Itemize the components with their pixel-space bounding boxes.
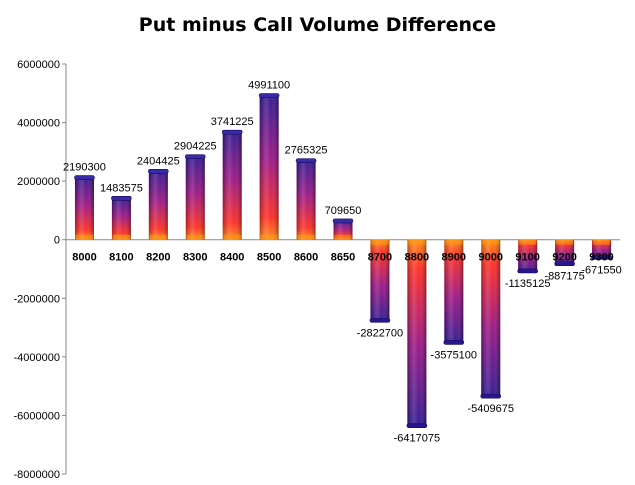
x-tick-label: 8900 xyxy=(442,252,466,264)
data-label: 4991100 xyxy=(248,80,290,92)
bar xyxy=(591,239,612,260)
x-tick-label: 9000 xyxy=(478,252,502,264)
bar xyxy=(554,239,575,266)
bar xyxy=(369,239,391,323)
y-tick-label: 0 xyxy=(54,235,60,247)
bar-cap xyxy=(406,423,428,428)
bar xyxy=(148,168,169,240)
bar-cap xyxy=(517,268,538,274)
bar xyxy=(295,158,317,240)
data-label: -671550 xyxy=(581,264,621,276)
bar-cap xyxy=(221,129,243,135)
bar-cap xyxy=(591,255,612,260)
bar xyxy=(443,239,465,345)
bar-cap xyxy=(480,393,502,399)
bar-glow xyxy=(112,234,130,240)
x-tick-label: 8700 xyxy=(368,252,392,264)
bar-cap xyxy=(295,158,317,164)
bar-glow xyxy=(334,234,352,240)
data-label: -6417075 xyxy=(394,433,441,445)
bar-shade xyxy=(407,239,427,428)
bar-cap xyxy=(443,340,465,345)
data-label: -1135125 xyxy=(505,278,551,290)
x-tick-label: 8300 xyxy=(183,252,207,264)
x-tick-label: 8500 xyxy=(257,252,281,264)
bar xyxy=(517,239,538,274)
bar-glow xyxy=(260,234,278,240)
data-label: 709650 xyxy=(325,205,362,217)
bar-shade xyxy=(222,130,242,240)
bar-glow xyxy=(519,239,537,245)
bar-cap xyxy=(258,93,280,98)
x-tick-label: 8000 xyxy=(72,252,96,264)
bar-cap xyxy=(184,154,206,159)
bar-shade xyxy=(74,175,94,240)
x-tick-label: 8100 xyxy=(109,252,133,264)
bar-glow xyxy=(371,239,389,245)
x-tick-label: 9100 xyxy=(515,252,539,264)
data-label: -5409675 xyxy=(467,403,514,415)
y-tick-label: -2000000 xyxy=(14,293,61,305)
bar xyxy=(184,154,206,240)
y-tick-label: -8000000 xyxy=(14,469,61,481)
bar-shade xyxy=(555,239,575,266)
bar xyxy=(406,239,428,428)
data-label: -887175 xyxy=(544,271,584,283)
bar-shade xyxy=(444,239,464,345)
x-tick-label: 8200 xyxy=(146,252,170,264)
bar-glow xyxy=(445,239,463,245)
bar xyxy=(332,218,354,240)
bar-shade xyxy=(370,239,390,323)
bar-glow xyxy=(482,239,500,245)
bar-shade xyxy=(333,218,353,240)
bar-cap xyxy=(74,175,95,180)
bar-shade xyxy=(185,154,205,240)
bar xyxy=(480,239,502,399)
data-label: 2404425 xyxy=(137,155,180,167)
data-label: 1483575 xyxy=(100,182,143,194)
data-label: -2822700 xyxy=(357,327,404,339)
bar-shade xyxy=(148,169,168,240)
x-tick-label: 9200 xyxy=(552,252,576,264)
chart-title: Put minus Call Volume Difference xyxy=(138,14,497,36)
bar-shade xyxy=(296,158,316,240)
bar-glow xyxy=(556,239,574,245)
bar-cap xyxy=(369,318,391,323)
y-tick-label: 4000000 xyxy=(17,118,60,130)
bar-cap xyxy=(332,218,354,224)
bar-cap xyxy=(554,261,575,266)
bar-glow xyxy=(408,239,426,245)
bar-glow xyxy=(223,234,241,240)
bar-shade xyxy=(518,239,538,273)
data-label: 2904225 xyxy=(174,141,217,153)
bar-glow xyxy=(75,234,93,240)
y-tick-label: 2000000 xyxy=(17,176,60,188)
bar-glow xyxy=(186,234,204,240)
bar-cap xyxy=(111,195,132,201)
y-tick-label: -4000000 xyxy=(14,352,61,364)
y-tick-label: 6000000 xyxy=(17,59,60,71)
bar-cap xyxy=(148,168,169,174)
bar-shade xyxy=(259,93,279,240)
x-tick-label: 8600 xyxy=(294,252,318,264)
bar xyxy=(111,195,132,240)
x-tick-label: 9300 xyxy=(589,252,613,264)
bar xyxy=(221,129,243,240)
bar-shade xyxy=(111,196,131,240)
bar-glow xyxy=(297,234,315,240)
x-tick-label: 8650 xyxy=(331,252,355,264)
data-label: 2765325 xyxy=(285,145,328,157)
x-tick-label: 8800 xyxy=(405,252,429,264)
data-label: 3741225 xyxy=(211,116,254,128)
data-label: 2190300 xyxy=(63,162,106,174)
data-label: -3575100 xyxy=(431,349,478,361)
bar-shade xyxy=(481,239,501,399)
bar-glow xyxy=(149,234,167,240)
bar-glow xyxy=(593,239,611,245)
x-tick-label: 8400 xyxy=(220,252,244,264)
bar xyxy=(258,93,280,240)
bar xyxy=(74,175,95,240)
y-tick-label: -6000000 xyxy=(14,410,61,422)
